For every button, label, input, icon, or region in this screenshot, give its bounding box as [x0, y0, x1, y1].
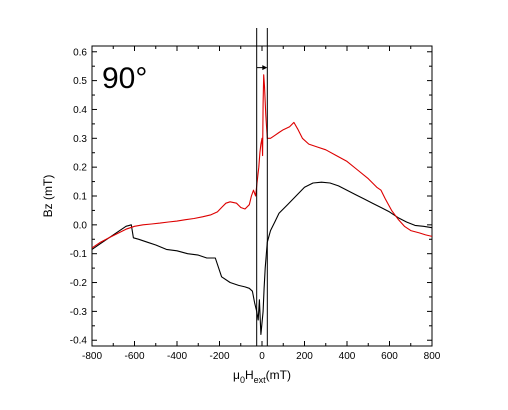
x-label-mid: H — [245, 368, 254, 382]
arrow-head — [262, 65, 268, 71]
tick-labels: -800 -600 -400 -200 0 200 400 600 800 -0.4 -0.3 -0.… — [70, 47, 441, 362]
vertical-markers — [256, 28, 268, 346]
x-label-sub2: ext — [254, 375, 267, 385]
x-tick-label: -200 — [209, 351, 229, 362]
y-tick-label: -0.4 — [70, 336, 88, 347]
y-tick-label: -0.3 — [70, 307, 88, 318]
y-tick-label: 0.0 — [73, 220, 87, 231]
y-tick-label: 0.1 — [73, 192, 87, 203]
axis-ticks — [91, 46, 433, 346]
x-label-sub1: 0 — [240, 375, 245, 385]
series-layer — [91, 74, 433, 336]
y-axis-label: Bz (mT) — [41, 175, 55, 218]
x-tick-label: 600 — [381, 351, 398, 362]
x-tick-label: 200 — [296, 351, 313, 362]
x-tick-label: 0 — [259, 351, 265, 362]
x-tick-label: 400 — [339, 351, 356, 362]
y-tick-label: 0.4 — [73, 105, 87, 116]
x-tick-label: 800 — [424, 351, 441, 362]
y-tick-label: -0.1 — [70, 249, 88, 260]
y-tick-label: 0.6 — [73, 47, 87, 58]
x-tick-label: -400 — [167, 351, 187, 362]
x-tick-label: -600 — [124, 351, 144, 362]
series-line-2 — [91, 74, 433, 249]
x-label-base: μ — [233, 368, 240, 382]
y-tick-label: 0.3 — [73, 134, 87, 145]
x-axis-label: μ0Hext(mT) — [233, 368, 291, 385]
y-tick-label: 0.2 — [73, 163, 87, 174]
y-tick-label: -0.2 — [70, 278, 88, 289]
series-line-1 — [91, 181, 433, 336]
x-label-unit: (mT) — [266, 368, 291, 382]
y-tick-label: 0.5 — [73, 76, 87, 87]
x-tick-label: -800 — [82, 351, 102, 362]
angle-annotation: 90° — [102, 62, 147, 95]
